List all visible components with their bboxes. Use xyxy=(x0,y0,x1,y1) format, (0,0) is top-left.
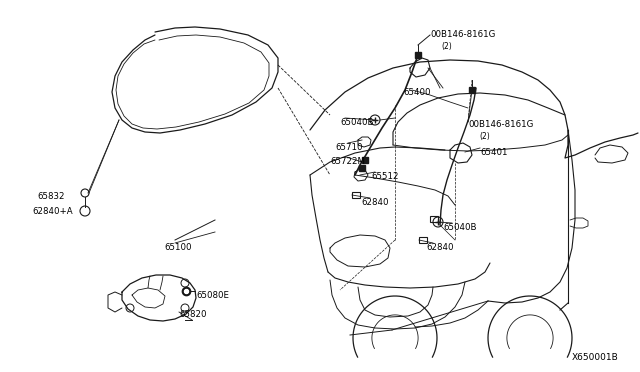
Text: 62840: 62840 xyxy=(361,198,388,207)
Text: 65512: 65512 xyxy=(371,172,399,181)
Text: 00B146-8161G: 00B146-8161G xyxy=(468,120,533,129)
Text: (2): (2) xyxy=(479,132,490,141)
Text: 65400: 65400 xyxy=(403,88,431,97)
Text: 65820: 65820 xyxy=(179,310,207,319)
Bar xyxy=(430,216,438,222)
Bar xyxy=(419,237,427,243)
Text: 00B146-8161G: 00B146-8161G xyxy=(430,30,495,39)
Text: 65100: 65100 xyxy=(164,243,191,252)
Text: (2): (2) xyxy=(441,42,452,51)
Text: 62840: 62840 xyxy=(426,243,454,252)
Text: 62840+A: 62840+A xyxy=(32,207,72,216)
Text: 65832: 65832 xyxy=(37,192,65,201)
Text: 65040B: 65040B xyxy=(340,118,374,127)
Text: 65722M: 65722M xyxy=(330,157,365,166)
Text: 65080E: 65080E xyxy=(196,291,229,300)
Text: 65710: 65710 xyxy=(335,143,362,152)
Text: 65040B: 65040B xyxy=(443,223,477,232)
Bar xyxy=(352,192,360,198)
Text: 65401: 65401 xyxy=(480,148,508,157)
Text: X650001B: X650001B xyxy=(572,353,618,362)
